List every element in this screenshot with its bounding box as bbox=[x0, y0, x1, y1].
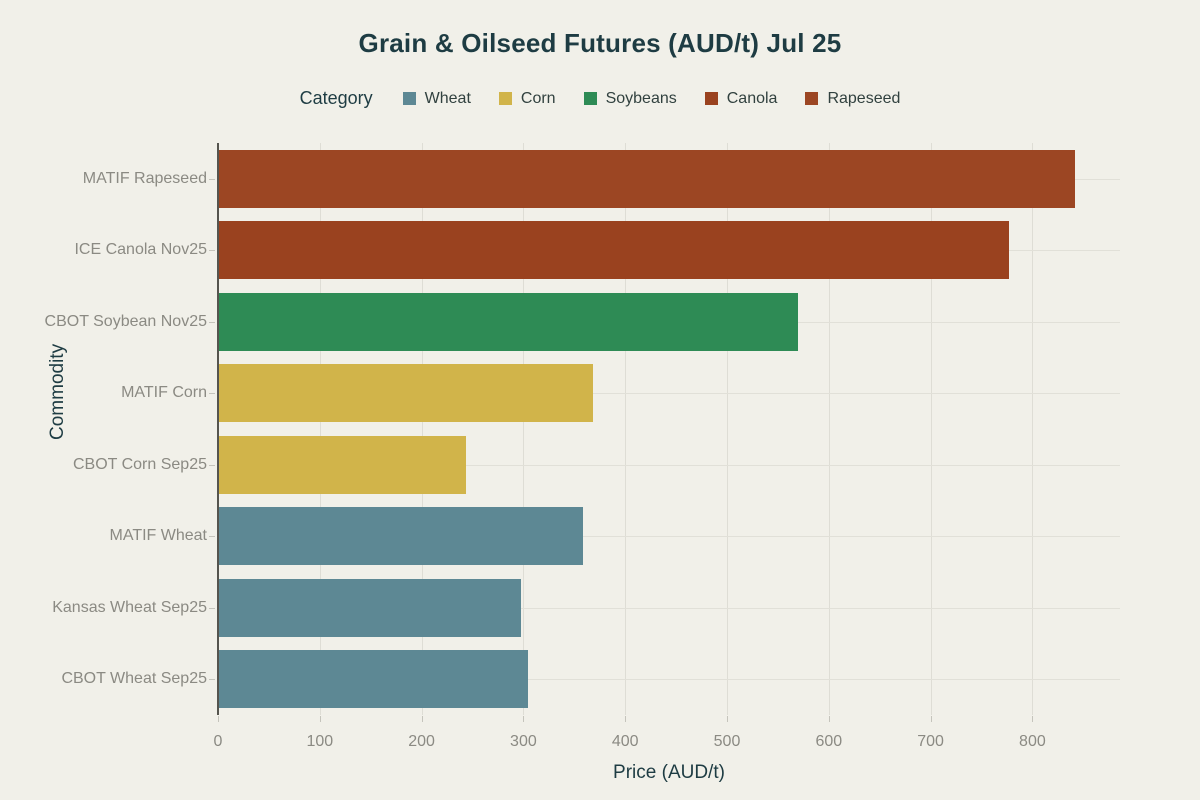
y-axis-label: CBOT Corn Sep25 bbox=[73, 455, 207, 473]
y-axis-labels: MATIF Rapeseed ICE Canola Nov25 CBOT Soybe… bbox=[0, 143, 215, 715]
legend-title: Category bbox=[299, 88, 373, 108]
legend-item-label: Wheat bbox=[424, 89, 471, 107]
x-tick-label: 800 bbox=[1019, 733, 1046, 750]
y-tick-mark bbox=[209, 536, 215, 538]
canola-swatch-icon bbox=[704, 92, 718, 105]
y-axis-label: ICE Canola Nov25 bbox=[74, 241, 207, 259]
x-tick-mark bbox=[218, 716, 219, 722]
gridline-y-row3 bbox=[218, 393, 1120, 395]
x-tick-label: 300 bbox=[510, 733, 537, 750]
y-tick-mark bbox=[209, 178, 215, 180]
corn-swatch-icon bbox=[498, 92, 512, 105]
x-tick-mark bbox=[625, 716, 627, 722]
x-tick-label: 400 bbox=[611, 733, 639, 750]
gridline-y-row6 bbox=[218, 607, 1120, 609]
legend-item-label: Canola bbox=[726, 89, 778, 107]
y-tick-mark bbox=[209, 607, 215, 609]
x-tick-label: 200 bbox=[408, 733, 435, 750]
gridline-y-row5 bbox=[218, 536, 1120, 538]
gridline-x-600 bbox=[828, 143, 830, 715]
x-tick-mark bbox=[319, 716, 321, 722]
y-axis-label: Kansas Wheat Sep25 bbox=[52, 598, 207, 616]
chart-title: Grain & Oilseed Futures (AUD/t) Jul 25 bbox=[358, 28, 842, 58]
x-tick-mark bbox=[727, 716, 728, 722]
gridline-x-800 bbox=[1032, 143, 1034, 715]
bar-matif-corn[interactable] bbox=[218, 364, 593, 423]
plot-area bbox=[217, 143, 1120, 715]
y-tick-mark bbox=[209, 250, 215, 252]
legend-item-wheat[interactable]: Wheat bbox=[402, 89, 471, 108]
legend-item-label: Rapeseed bbox=[827, 89, 901, 107]
y-tick-mark bbox=[209, 393, 215, 395]
y-tick-mark bbox=[209, 464, 215, 466]
x-tick-mark bbox=[1032, 716, 1034, 722]
bar-matif-wheat[interactable] bbox=[218, 507, 583, 566]
x-tick-mark bbox=[523, 716, 525, 722]
soybeans-swatch-icon bbox=[583, 92, 597, 105]
y-axis-line bbox=[217, 143, 219, 715]
gridline-x-500 bbox=[727, 143, 728, 715]
legend-items: Wheat Corn Soybeans Canola Rapeseed bbox=[402, 89, 900, 108]
legend-item-rapeseed[interactable]: Rapeseed bbox=[805, 90, 900, 108]
x-tick-label: 600 bbox=[815, 733, 843, 750]
legend: Category Wheat Corn Soybeans Canola Rapeseed bbox=[0, 88, 1200, 109]
gridline-x-200 bbox=[421, 143, 423, 715]
x-tick-label: 100 bbox=[306, 733, 334, 750]
gridline-x-300 bbox=[523, 143, 525, 715]
x-tick-mark bbox=[421, 716, 423, 722]
y-axis-label: MATIF Wheat bbox=[109, 527, 208, 545]
x-axis-ticks: 0 100 200 300 400 500 600 700 800 bbox=[214, 715, 1120, 765]
x-tick-mark bbox=[930, 716, 932, 722]
y-tick-mark bbox=[209, 321, 215, 323]
rapeseed-swatch-icon bbox=[805, 92, 819, 105]
legend-item-soybeans[interactable]: Soybeans bbox=[583, 89, 677, 108]
x-axis-title: Price (AUD/t) bbox=[613, 762, 725, 783]
wheat-swatch-icon bbox=[402, 92, 416, 105]
x-tick-mark bbox=[828, 716, 830, 722]
gridline-x-400 bbox=[625, 143, 627, 715]
x-tick-label: 700 bbox=[917, 733, 944, 750]
y-axis-label: CBOT Wheat Sep25 bbox=[61, 670, 207, 688]
y-tick-mark bbox=[209, 679, 215, 681]
bar-matif-rapeseed[interactable] bbox=[218, 149, 1076, 208]
legend-item-canola[interactable]: Canola bbox=[704, 89, 778, 108]
legend-item-label: Corn bbox=[520, 89, 556, 107]
x-tick-label: 500 bbox=[713, 733, 741, 750]
gridline-y-row7 bbox=[218, 679, 1120, 681]
bar-cbot-wheat-sep25[interactable] bbox=[218, 650, 528, 709]
gridline-y-row4 bbox=[218, 464, 1120, 466]
legend-item-corn[interactable]: Corn bbox=[498, 89, 556, 108]
bar-cbot-soybean-nov25[interactable] bbox=[218, 292, 799, 351]
y-axis-label: MATIF Corn bbox=[121, 384, 207, 402]
x-tick-label: 0 bbox=[213, 733, 223, 750]
legend-item-label: Soybeans bbox=[605, 89, 677, 107]
bar-cbot-corn-sep25[interactable] bbox=[218, 435, 467, 494]
gridline-x-100 bbox=[319, 143, 321, 715]
bar-ice-canola-nov25[interactable] bbox=[218, 221, 1009, 280]
bar-kansas-wheat-sep25[interactable] bbox=[218, 578, 522, 637]
gridline-x-700 bbox=[930, 143, 932, 715]
y-axis-label: MATIF Rapeseed bbox=[82, 169, 207, 187]
y-axis-label: CBOT Soybean Nov25 bbox=[44, 312, 207, 330]
